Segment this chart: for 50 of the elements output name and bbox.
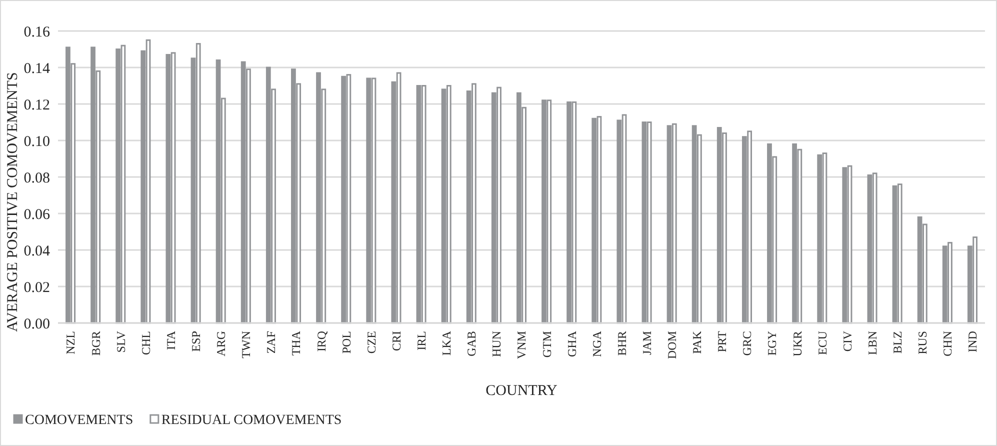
y-tick-label: 0.10: [24, 134, 50, 150]
legend-label: COMOVEMENTS: [25, 413, 134, 428]
x-tick-label: NZL: [64, 331, 78, 354]
x-tick-label: TWN: [239, 330, 254, 358]
x-tick-label: LKA: [440, 330, 454, 356]
x-tick-label: VNM: [514, 330, 529, 360]
y-tick-label: 0.08: [24, 170, 50, 186]
x-tick-label: GAB: [464, 331, 479, 356]
x-tick-label: UKR: [790, 331, 804, 356]
y-tick-label: 0.16: [24, 24, 50, 40]
x-tick-label: IRQ: [314, 330, 328, 352]
y-tick-label: 0.02: [24, 280, 50, 296]
x-tick-label: GHA: [564, 330, 579, 357]
x-tick-label: DOM: [665, 330, 680, 360]
x-tick-label: GRC: [740, 331, 754, 356]
x-tick-label: IND: [966, 330, 980, 352]
x-tick-label: GTM: [540, 330, 554, 358]
x-tick-label: RUS: [916, 331, 930, 354]
legend-label: RESIDUAL COMOVEMENTS: [161, 413, 342, 428]
x-tick-label: THA: [289, 330, 304, 356]
x-tick-label: ITA: [164, 330, 178, 350]
x-tick-label: BHR: [614, 331, 629, 356]
x-tick-label: CIV: [840, 330, 854, 352]
x-tick-label: NGA: [590, 330, 604, 357]
x-tick-label: ZAF: [264, 330, 278, 354]
x-tick-label: IRL: [414, 331, 428, 350]
x-tick-label: CHL: [138, 331, 153, 355]
x-tick-label: CHN: [940, 330, 955, 356]
x-tick-label: CRI: [389, 331, 404, 352]
y-tick-label: 0.04: [24, 243, 50, 260]
y-tick-label: 0.12: [24, 97, 50, 114]
x-tick-label: BLZ: [890, 331, 905, 354]
x-tick-label: PRT: [715, 330, 730, 352]
x-tick-label: EGY: [765, 330, 780, 356]
x-tick-label: BGR: [88, 331, 103, 356]
x-tick-label: JAM: [640, 330, 654, 356]
y-tick-label: 0.00: [24, 316, 50, 332]
y-axis-title: AVERAGE POSITIVE COMOVEMENTS: [5, 72, 21, 332]
x-tick-label: HUN: [490, 330, 504, 357]
x-tick-label: LBN: [865, 330, 880, 355]
x-tick-label: SLV: [114, 330, 128, 353]
x-axis-title: COUNTRY: [486, 383, 558, 399]
x-tick-label: ARG: [214, 330, 228, 356]
x-tick-label: POL: [339, 331, 354, 354]
x-tick-label: PAK: [690, 330, 704, 354]
x-tick-label: CZE: [364, 331, 378, 354]
y-tick-label: 0.14: [24, 60, 50, 77]
y-tick-label: 0.06: [24, 206, 50, 223]
x-tick-label: ECU: [815, 330, 830, 355]
x-tick-label: ESP: [188, 330, 203, 352]
